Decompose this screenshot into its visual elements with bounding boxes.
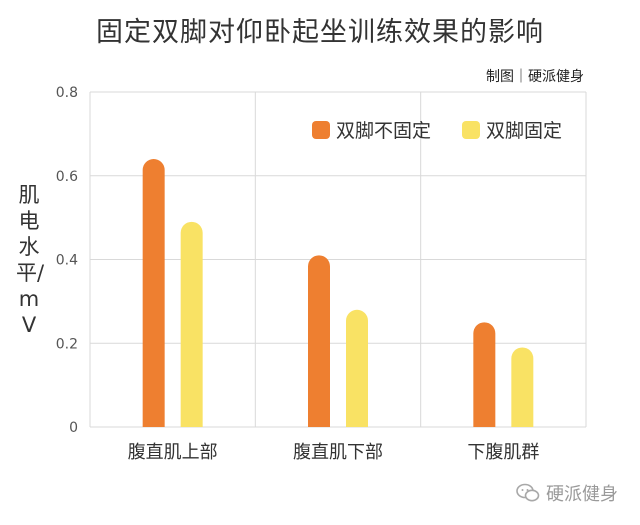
wechat-icon	[516, 483, 540, 502]
x-category-label: 下腹肌群	[467, 442, 539, 463]
chart-title: 固定双脚对仰卧起坐训练效果的影响	[96, 17, 544, 48]
bar-feet-fixed	[511, 347, 534, 427]
legend-swatch	[462, 121, 480, 139]
grid-lines	[89, 91, 587, 428]
legend: 双脚不固定 双脚固定	[312, 120, 562, 142]
y-tick-label: 0.6	[56, 169, 78, 185]
bar-feet-free	[473, 322, 496, 427]
y-tick-labels: 0 0.2 0.4 0.6 0.8	[56, 85, 78, 436]
chart-credit: 制图｜硬派健身	[486, 69, 584, 85]
watermark-text: 硬派健身	[546, 484, 618, 505]
legend-label: 双脚固定	[486, 120, 562, 142]
category-labels: 腹直肌上部 腹直肌下部 下腹肌群	[128, 442, 540, 463]
bar-feet-free	[308, 255, 330, 427]
legend-swatch	[312, 121, 330, 139]
y-tick-label: 0.2	[56, 336, 78, 352]
bar-feet-fixed	[180, 221, 203, 427]
bars	[142, 159, 534, 427]
bar-feet-fixed	[346, 309, 368, 427]
y-axis-label: 肌电水平/mV	[16, 183, 45, 337]
bar-feet-free	[142, 159, 165, 427]
x-category-label: 腹直肌上部	[128, 442, 218, 463]
legend-label: 双脚不固定	[336, 120, 431, 142]
x-category-label: 腹直肌下部	[293, 442, 383, 463]
y-tick-label: 0	[69, 420, 78, 436]
y-tick-label: 0.8	[56, 85, 78, 101]
y-tick-label: 0.4	[56, 253, 78, 269]
watermark: 硬派健身	[516, 480, 618, 506]
